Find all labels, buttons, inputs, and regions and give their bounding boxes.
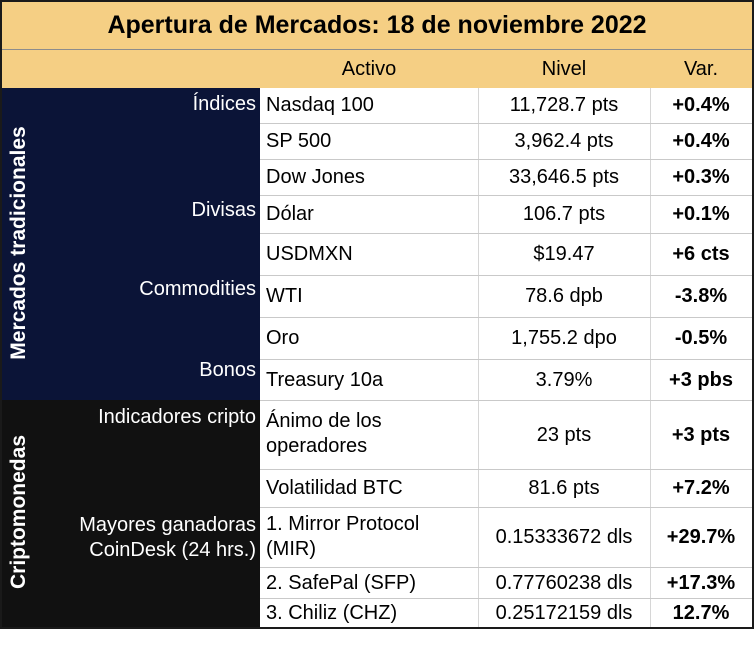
row-activo: 2. SafePal (SFP) bbox=[266, 571, 417, 594]
header-nivel: Nivel bbox=[478, 50, 650, 88]
category-indices: Índices bbox=[192, 93, 256, 115]
row-divider bbox=[260, 469, 752, 470]
section-traditional-band: Mercados tradicionales bbox=[2, 88, 260, 400]
row-divider bbox=[260, 507, 752, 508]
row-nivel: 0.77760238 dls bbox=[495, 571, 633, 594]
row-divider bbox=[260, 123, 752, 124]
table-title: Apertura de Mercados: 18 de noviembre 20… bbox=[2, 2, 752, 50]
row-var: +0.1% bbox=[672, 203, 730, 225]
row-divider bbox=[260, 400, 752, 401]
row-divider bbox=[260, 275, 752, 276]
row-divider bbox=[260, 598, 752, 599]
row-var: +6 cts bbox=[672, 243, 730, 265]
market-table: Apertura de Mercados: 18 de noviembre 20… bbox=[0, 0, 754, 629]
row-var: +3 pts bbox=[671, 423, 731, 446]
category-indicadores-cripto: Indicadores cripto bbox=[98, 406, 256, 428]
row-activo: SP 500 bbox=[266, 130, 332, 152]
row-divider bbox=[260, 159, 752, 160]
row-activo-line2: operadores bbox=[266, 435, 368, 457]
column-divider bbox=[478, 88, 479, 627]
category-commodities: Commodities bbox=[139, 278, 256, 300]
row-activo: Oro bbox=[266, 327, 300, 349]
row-nivel: 1,755.2 dpo bbox=[511, 327, 617, 349]
column-divider bbox=[650, 88, 651, 627]
row-var: +0.3% bbox=[672, 166, 730, 188]
row-activo: 1. Mirror Protocol (MIR) bbox=[266, 508, 478, 567]
row-activo: Treasury 10a bbox=[266, 368, 384, 391]
row-var: -0.5% bbox=[674, 327, 728, 349]
row-var: -3.8% bbox=[674, 285, 728, 307]
row-var: +17.3% bbox=[666, 571, 736, 594]
row-nivel: 23 pts bbox=[536, 423, 592, 446]
header-var: Var. bbox=[650, 50, 752, 88]
row-nivel: 3,962.4 pts bbox=[514, 130, 614, 152]
row-nivel: 78.6 dpb bbox=[525, 285, 603, 307]
row-nivel: 11,728.7 pts bbox=[509, 94, 619, 116]
row-var: 12.7% bbox=[672, 601, 730, 624]
row-nivel: 33,646.5 pts bbox=[508, 166, 620, 188]
row-var: +7.2% bbox=[672, 477, 730, 499]
category-mayores-ganadoras-line2: CoinDesk (24 hrs.) bbox=[89, 539, 256, 561]
row-activo: Volatilidad BTC bbox=[266, 477, 403, 499]
header-activo: Activo bbox=[260, 50, 478, 88]
row-activo-line1: Ánimo de los bbox=[266, 410, 382, 432]
row-nivel: 3.79% bbox=[535, 368, 593, 391]
row-activo: WTI bbox=[266, 285, 303, 307]
category-mayores-ganadoras-line1: Mayores ganadoras bbox=[79, 514, 256, 536]
row-var: +3 pbs bbox=[669, 368, 733, 391]
row-activo: USDMXN bbox=[266, 243, 353, 265]
category-divisas: Divisas bbox=[191, 199, 256, 221]
section-traditional-label: Mercados tradicionales bbox=[7, 126, 30, 360]
row-divider bbox=[260, 567, 752, 568]
section-crypto-label: Criptomonedas bbox=[7, 435, 30, 590]
category-bonos: Bonos bbox=[199, 359, 256, 381]
row-activo-line1: 1. Mirror Protocol bbox=[266, 513, 420, 535]
row-nivel: 81.6 pts bbox=[528, 477, 600, 499]
row-var: +0.4% bbox=[672, 94, 730, 116]
row-nivel: 0.25172159 dls bbox=[495, 601, 633, 624]
row-activo: 3. Chiliz (CHZ) bbox=[266, 601, 398, 624]
row-activo: Dólar bbox=[266, 203, 314, 225]
row-activo: Dow Jones bbox=[266, 166, 365, 188]
row-var: +29.7% bbox=[666, 526, 736, 548]
row-divider bbox=[260, 359, 752, 360]
header-blank bbox=[2, 50, 260, 88]
row-divider bbox=[260, 317, 752, 318]
category-mayores-ganadoras: Mayores ganadoras CoinDesk (24 hrs.) bbox=[79, 513, 256, 563]
section-crypto-band: Criptomonedas bbox=[2, 400, 260, 627]
row-divider bbox=[260, 233, 752, 234]
row-nivel: $19.47 bbox=[533, 243, 595, 265]
row-activo-line2: (MIR) bbox=[266, 538, 316, 560]
row-nivel: 0.15333672 dls bbox=[495, 526, 633, 548]
row-activo: Nasdaq 100 bbox=[266, 94, 374, 116]
row-nivel: 106.7 pts bbox=[522, 203, 606, 225]
row-var: +0.4% bbox=[672, 130, 730, 152]
row-divider bbox=[260, 195, 752, 196]
row-activo: Ánimo de los operadores bbox=[266, 401, 478, 469]
